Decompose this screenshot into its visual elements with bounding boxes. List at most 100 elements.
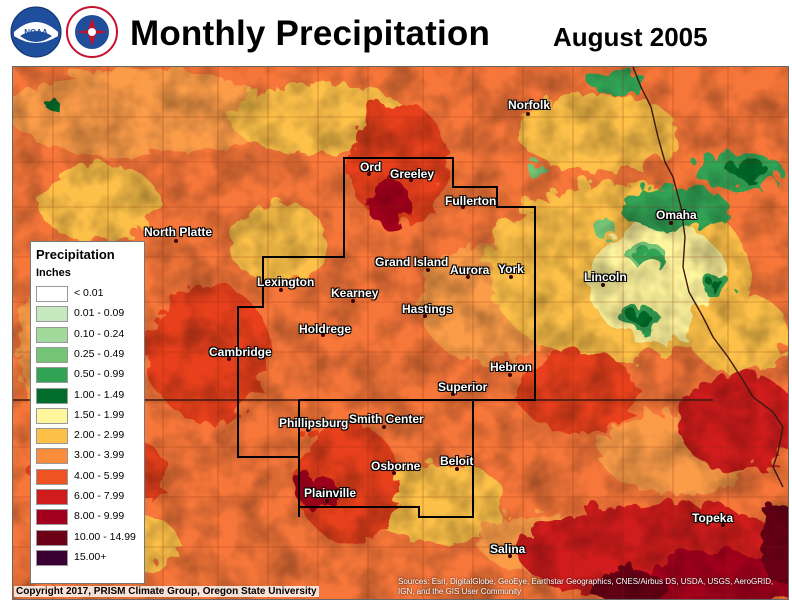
- forecast-area-inner-outline: [298, 399, 473, 507]
- map-date: August 2005: [553, 22, 708, 52]
- city-label: Superior: [438, 380, 488, 394]
- legend-swatch: [36, 468, 68, 485]
- city-label: Omaha: [656, 208, 697, 222]
- city-label: Hebron: [490, 360, 532, 374]
- city-label: Hastings: [402, 302, 453, 316]
- legend-label: 8.00 - 9.99: [74, 510, 125, 523]
- legend-row: 6.00 - 7.99: [36, 489, 140, 505]
- legend-label: 4.00 - 5.99: [74, 469, 125, 482]
- city-label: Smith Center: [349, 412, 424, 426]
- legend-label: 0.01 - 0.09: [74, 307, 125, 320]
- legend-title: Precipitation: [36, 247, 115, 262]
- city-marker: [409, 178, 413, 182]
- map-title: Monthly Precipitation: [130, 14, 491, 53]
- city-marker: [227, 357, 231, 361]
- legend-swatch: [36, 549, 68, 566]
- city-marker: [392, 471, 396, 475]
- city-label: Beloit: [440, 454, 474, 468]
- city-marker: [325, 499, 329, 503]
- city-label: Holdrege: [299, 322, 352, 336]
- legend-label: 6.00 - 7.99: [74, 490, 125, 502]
- city-label: Topeka: [692, 511, 734, 525]
- legend-swatch: [36, 286, 68, 302]
- legend-label: 1.50 - 1.99: [74, 408, 125, 421]
- legend-swatch: [36, 489, 68, 505]
- city-marker: [509, 275, 513, 279]
- legend-row: 4.00 - 5.99: [36, 468, 140, 485]
- city-marker: [461, 205, 465, 209]
- city-marker: [382, 425, 386, 429]
- legend-row: 8.00 - 9.99: [36, 509, 140, 526]
- legend-row: < 0.01: [36, 286, 140, 302]
- city-label: Phillipsburg: [279, 416, 349, 430]
- legend-label: 0.10 - 0.24: [74, 327, 125, 340]
- city-label: Kearney: [331, 286, 379, 300]
- city-label: Lexington: [257, 275, 315, 289]
- city-label: Plainville: [304, 486, 357, 500]
- city-label: Fullerton: [445, 194, 497, 208]
- city-marker: [451, 392, 455, 396]
- legend-row: 0.25 - 0.49: [36, 346, 140, 363]
- city-label: Lincoln: [584, 270, 627, 284]
- city-marker: [669, 221, 673, 225]
- city-label: Aurora: [450, 263, 490, 277]
- header: NOAA Monthly Precipitation August 2005: [0, 0, 792, 66]
- legend-row: 0.10 - 0.24: [36, 326, 140, 343]
- legend-row: 0.01 - 0.09: [36, 306, 140, 323]
- legend-row: 2.00 - 2.99: [36, 428, 140, 445]
- city-marker: [508, 554, 512, 558]
- forecast-area-outline: [237, 157, 536, 518]
- city-marker: [423, 314, 427, 318]
- legend-row: 1.50 - 1.99: [36, 407, 140, 424]
- city-label: Norfolk: [508, 98, 550, 112]
- legend-label: 1.00 - 1.49: [74, 388, 125, 401]
- legend-swatch: [36, 367, 68, 384]
- city-label: Grand Island: [375, 255, 449, 269]
- city-label: Cambridge: [209, 345, 272, 359]
- legend-label: 0.50 - 0.99: [74, 368, 125, 381]
- city-label: Greeley: [390, 167, 435, 181]
- city-marker: [351, 299, 355, 303]
- legend-swatch: [36, 306, 68, 323]
- map-credits: Sources: Esri, DigitalGlobe, GeoEye, Ear…: [398, 577, 774, 596]
- copyright-text: Copyright 2017, PRISM Climate Group, Ore…: [14, 586, 319, 597]
- city-marker: [508, 373, 512, 377]
- city-label: Ord: [360, 160, 382, 174]
- legend-row: 10.00 - 14.99: [36, 529, 140, 546]
- legend-swatch: [36, 448, 68, 465]
- city-marker: [321, 333, 325, 337]
- city-marker: [455, 467, 459, 471]
- legend-swatch: [36, 407, 68, 424]
- legend-row: 0.50 - 0.99: [36, 367, 140, 384]
- legend-label: 15.00+: [74, 550, 107, 563]
- legend-units: Inches: [36, 267, 71, 279]
- legend-label: 10.00 - 14.99: [74, 530, 136, 543]
- legend-label: 2.00 - 2.99: [74, 429, 125, 442]
- city-marker: [426, 268, 430, 272]
- noaa-logo: NOAA: [10, 6, 62, 58]
- legend-row: 15.00+: [36, 549, 140, 566]
- city-marker: [279, 288, 283, 292]
- noaa-logo-text: NOAA: [24, 28, 48, 37]
- state-border-river: [632, 67, 784, 488]
- city-label: York: [498, 262, 524, 276]
- city-marker: [526, 112, 530, 116]
- city-label: North Platte: [144, 225, 213, 239]
- city-marker: [601, 283, 605, 287]
- city-marker: [174, 239, 178, 243]
- legend-swatch: [36, 387, 68, 404]
- legend-swatch: [36, 326, 68, 343]
- nws-logo: [66, 6, 118, 58]
- legend-swatch: [36, 509, 68, 526]
- legend-swatch: [36, 428, 68, 445]
- legend-row: 1.00 - 1.49: [36, 387, 140, 404]
- city-label: Salina: [490, 542, 526, 556]
- city-marker: [306, 428, 310, 432]
- legend: Precipitation Inches < 0.01 0.01 - 0.09 0.…: [30, 241, 145, 584]
- city-marker: [721, 523, 725, 527]
- legend-swatch: [36, 529, 68, 546]
- city-marker: [367, 172, 371, 176]
- city-marker: [466, 275, 470, 279]
- legend-label: 3.00 - 3.99: [74, 449, 125, 462]
- legend-swatch: [36, 346, 68, 363]
